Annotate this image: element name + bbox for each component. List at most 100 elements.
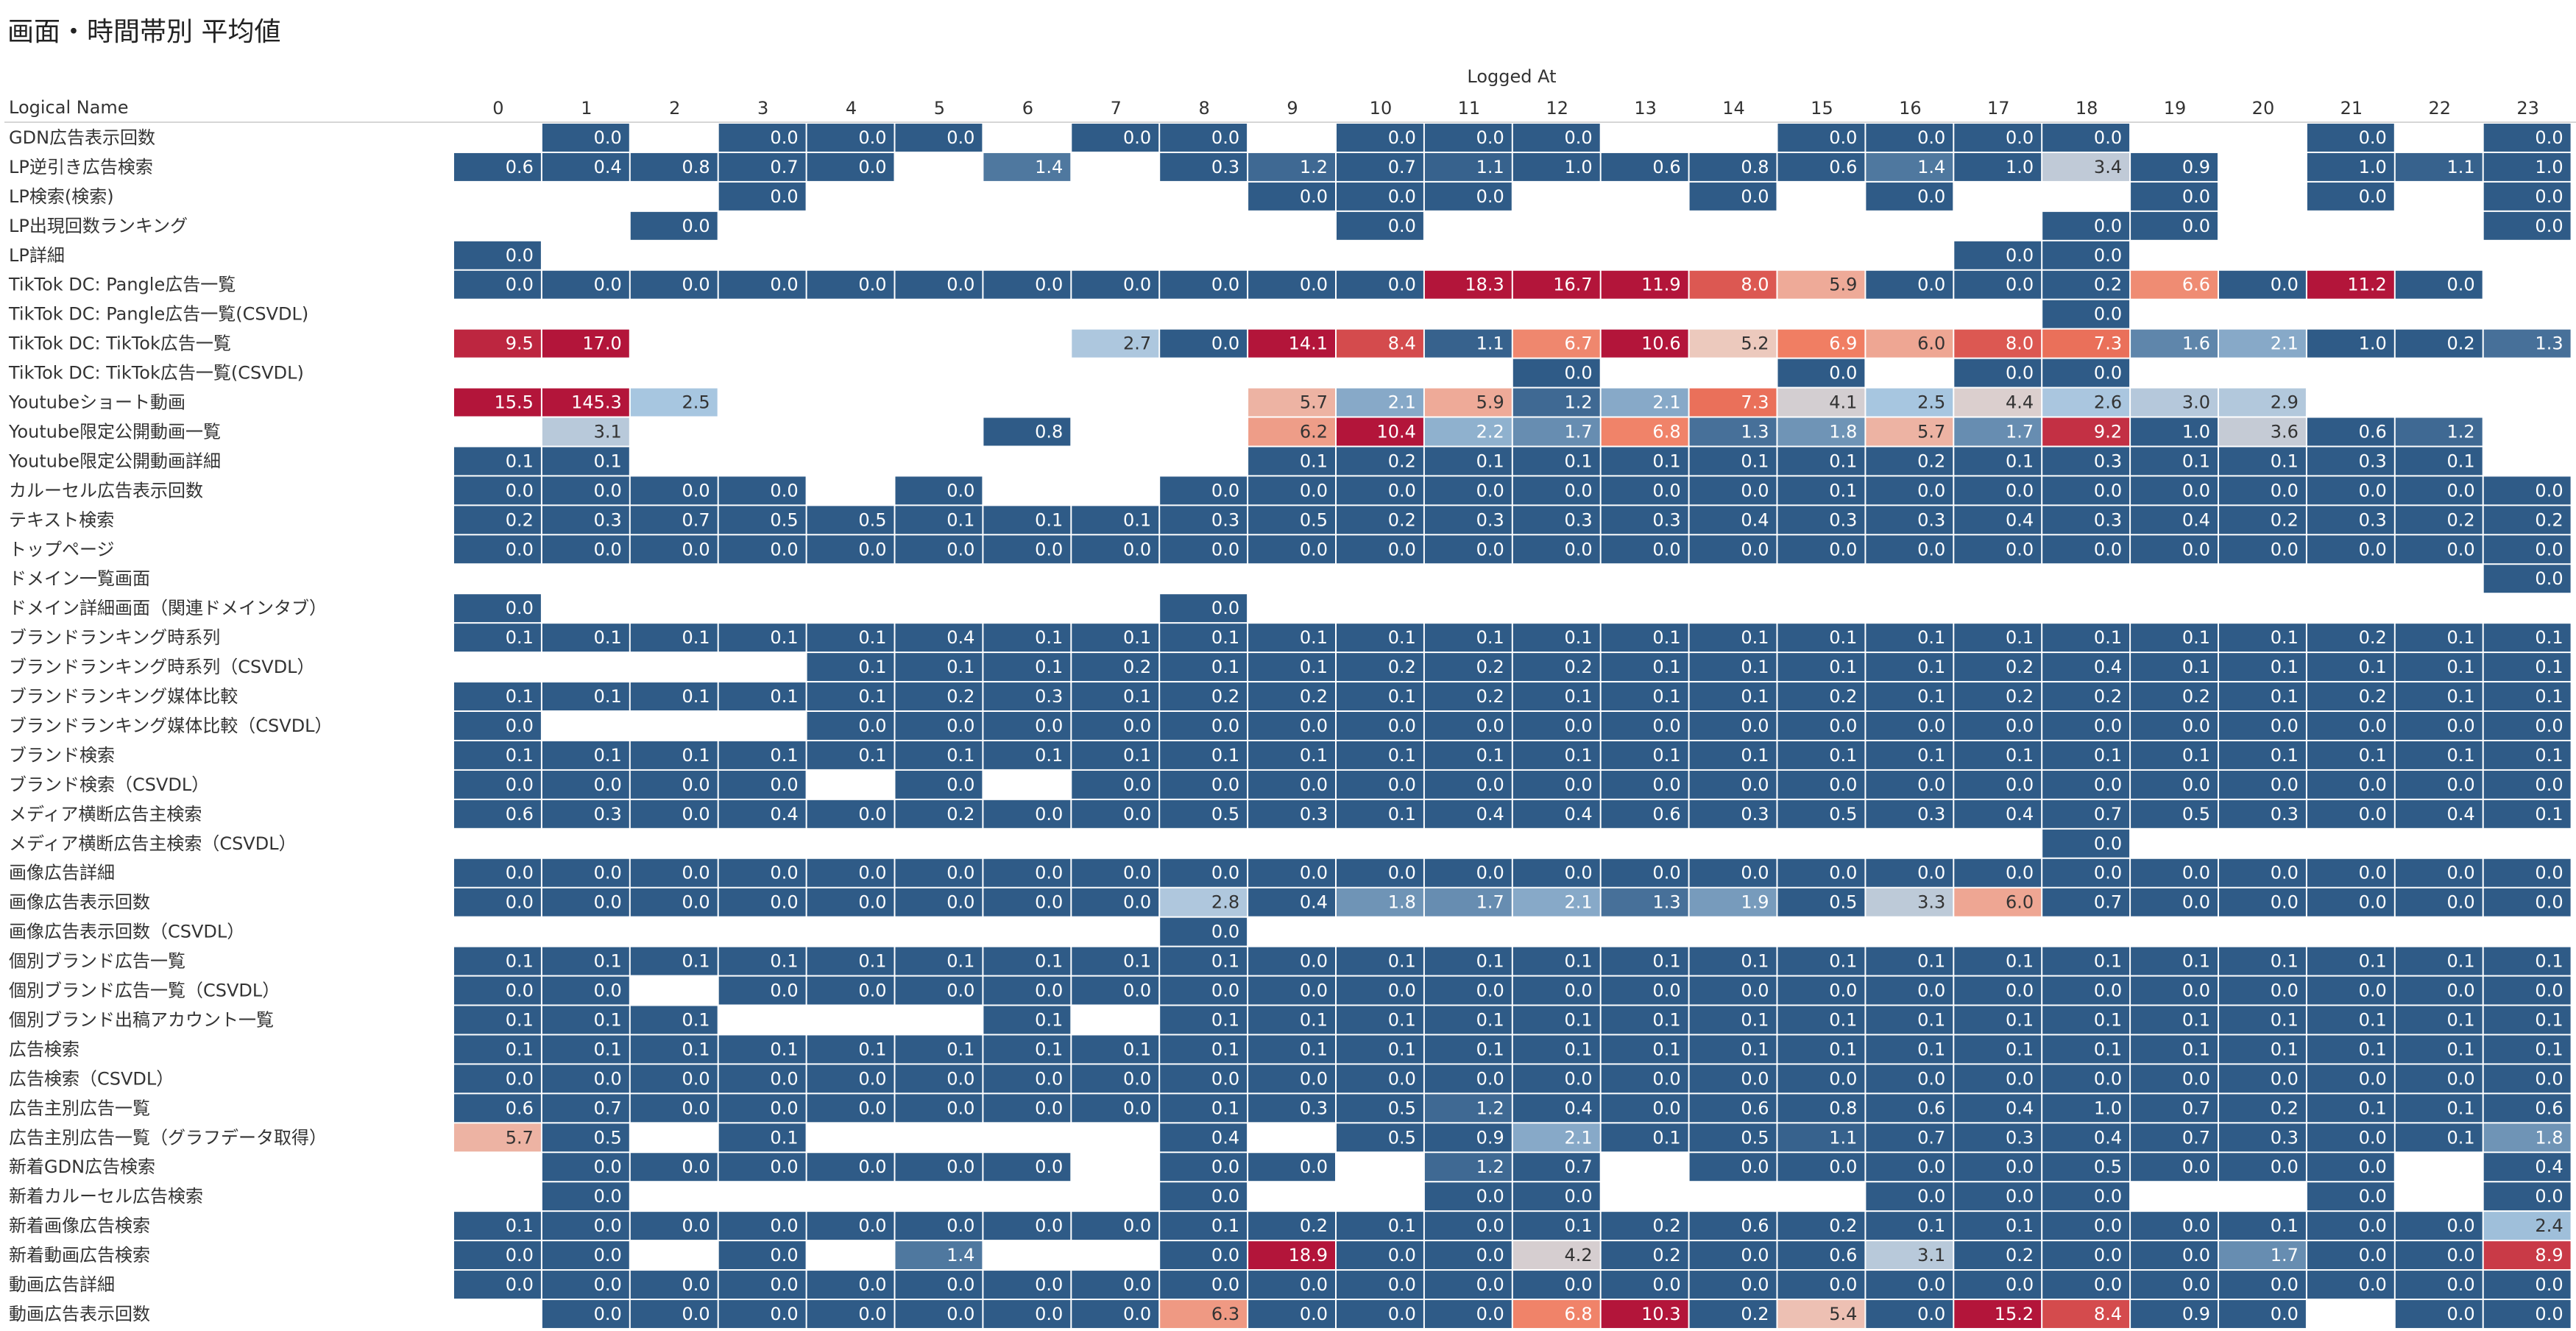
heatmap-cell [1072,888,1159,917]
heatmap-cell [1866,417,1953,446]
cell-value-label: 6.0 [2006,892,2034,913]
cell-value-label: 0.0 [1565,1274,1593,1295]
heatmap-cell [2042,653,2130,682]
heatmap-cell [454,476,541,505]
column-tick-label: 23 [2516,98,2539,119]
cell-value-label: 0.0 [506,245,534,266]
heatmap-cell [454,1006,541,1034]
heatmap-cell [1337,182,1423,211]
cell-value-label: 0.0 [2006,127,2034,148]
cell-value-label: 0.4 [1741,509,1769,530]
cell-value-label: 0.1 [2094,745,2122,766]
cell-value-label: 0.0 [1829,1274,1857,1295]
heatmap-cell [2131,388,2218,417]
heatmap-cell [454,270,541,299]
cell-value-label: 0.1 [1035,1039,1063,1059]
cell-value-label: 0.0 [1035,275,1063,295]
heatmap-cell [2131,770,2218,799]
cell-value-label: 0.4 [2094,1127,2122,1148]
heatmap-cell [1777,535,1865,564]
cell-value-label: 0.0 [1741,774,1769,795]
heatmap-cell [542,1153,629,1182]
heatmap-cell [2395,712,2483,740]
heatmap-cell [1337,1300,1423,1328]
heatmap-cell [1248,770,1335,799]
cell-value-label: 1.4 [1035,157,1063,177]
cell-value-label: 0.0 [1829,1157,1857,1177]
cell-value-label: 0.0 [1035,1098,1063,1118]
cell-value-label: 0.2 [946,686,974,707]
cell-value-label: 0.1 [1652,1009,1680,1030]
cell-value-label: 0.0 [2359,892,2387,913]
heatmap-cell [983,506,1071,534]
heatmap-cell [1954,1153,2042,1182]
cell-value-label: 0.1 [682,1039,710,1059]
cell-value-label: 0.0 [770,480,798,501]
cell-value-label: 0.0 [1035,716,1063,736]
cell-value-label: 0.7 [594,1098,622,1118]
heatmap-cell [1337,741,1423,769]
heatmap-cell [1954,682,2042,710]
cell-value-label: 0.1 [2006,745,2034,766]
heatmap-cell [1512,447,1600,476]
heatmap-cell [630,270,718,299]
heatmap-cell [630,1006,718,1034]
heatmap-cell [1866,947,1953,975]
cell-value-label: 0.4 [1476,804,1504,825]
cell-value-label: 0.0 [1917,716,1945,736]
heatmap-cell [2219,976,2306,1005]
cell-value-label: 0.1 [1652,657,1680,677]
heatmap-cell [1512,329,1600,358]
heatmap-cell [1777,712,1865,740]
row-label: メディア横断広告主検索 [9,804,202,825]
heatmap-cell [983,417,1071,446]
cell-value-label: 0.0 [2359,1245,2387,1265]
cell-value-label: 0.0 [1476,716,1504,736]
cell-value-label: 0.0 [682,1068,710,1089]
row-label: 広告検索（CSVDL） [9,1068,174,1089]
heatmap-cell [454,506,541,534]
row-label: 個別ブランド出稿アカウント一覧 [9,1009,274,1030]
cell-value-label: 0.0 [2094,863,2122,883]
cell-value-label: 0.0 [594,127,622,148]
cell-value-label: 0.0 [2447,275,2475,295]
heatmap-cell [2307,124,2394,152]
heatmap-cell [1512,1153,1600,1182]
cell-value-label: 0.0 [2182,1245,2210,1265]
cell-value-label: 0.1 [1917,657,1945,677]
heatmap-cell [807,1271,894,1299]
cell-value-label: 0.9 [2182,157,2210,177]
row-label: TikTok DC: Pangle広告一覧(CSVDL) [8,304,308,325]
cell-value-label: 0.2 [2182,686,2210,707]
cell-value-label: 0.4 [2006,1098,2034,1118]
cell-value-label: 0.0 [2094,480,2122,501]
cell-value-label: 0.1 [1741,1039,1769,1059]
heatmap-cell [1160,741,1248,769]
heatmap-cell [1248,1094,1335,1123]
heatmap-cell [1424,1212,1512,1240]
heatmap-cell [1512,1006,1600,1034]
cell-value-label: 1.2 [1476,1157,1504,1177]
cell-value-label: 0.3 [1211,509,1239,530]
cell-value-label: 0.0 [682,804,710,825]
heatmap-cell [983,682,1071,710]
heatmap-cell [1689,535,1777,564]
cell-value-label: 0.0 [506,863,534,883]
heatmap-cell [454,1212,541,1240]
row-label: ブランド検索 [9,745,115,766]
heatmap-cell [1689,1006,1777,1034]
cell-value-label: 0.0 [770,1098,798,1118]
heatmap-cell [1866,799,1953,828]
heatmap-cell [1689,1123,1777,1152]
heatmap-cell [1072,535,1159,564]
heatmap-cell [1954,506,2042,534]
heatmap-cell [2219,1006,2306,1034]
heatmap-cell [1337,947,1423,975]
cell-value-label: 0.0 [858,863,886,883]
cell-value-label: 0.1 [1565,951,1593,972]
cell-value-label: 0.0 [1565,863,1593,883]
cell-value-label: 0.0 [2271,1274,2299,1295]
cell-value-label: 0.1 [1388,804,1416,825]
heatmap-cell [1424,124,1512,152]
heatmap-cell [1248,624,1335,652]
